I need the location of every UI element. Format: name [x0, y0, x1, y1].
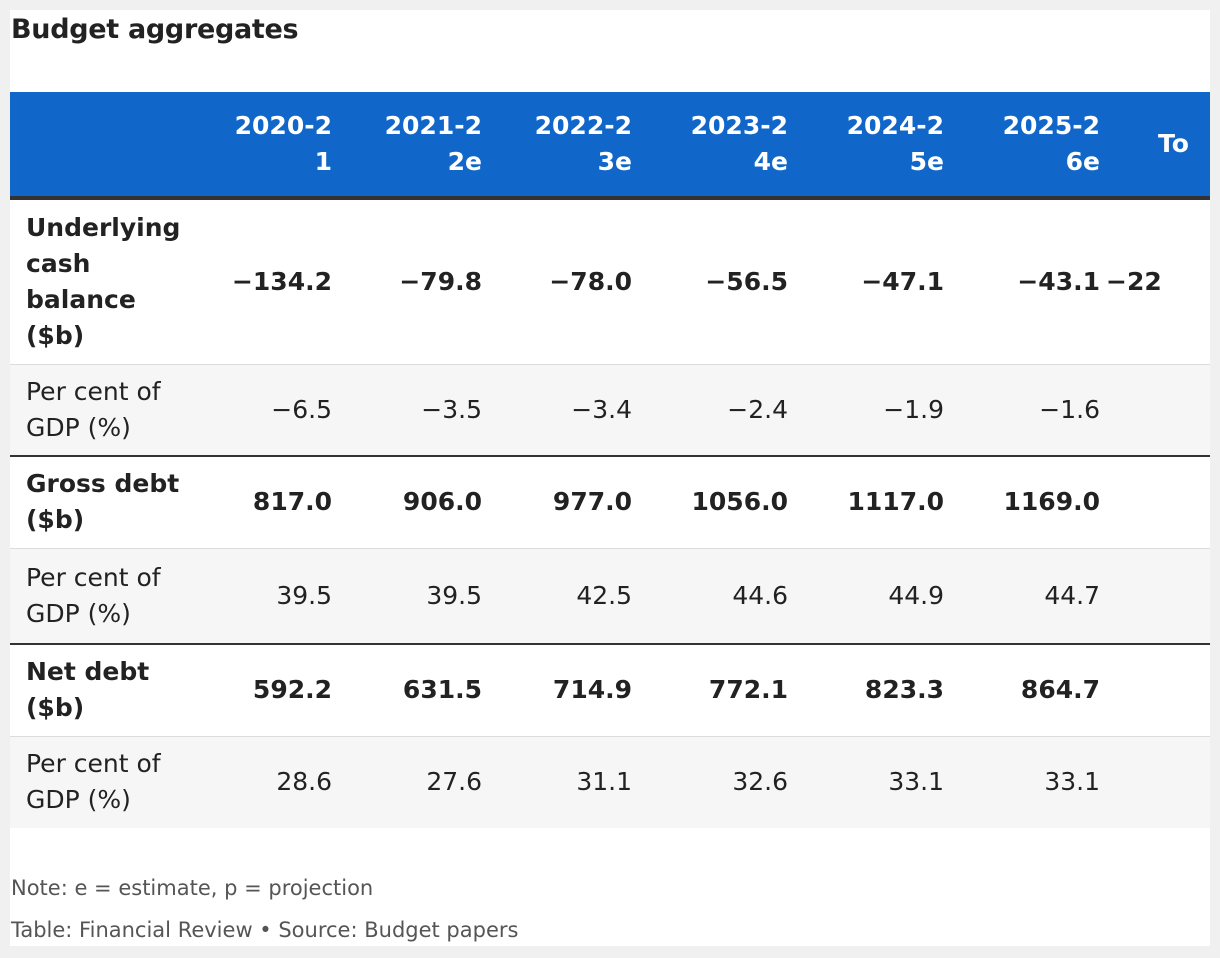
table-cell: 31.1: [482, 736, 632, 828]
table-scroll-area[interactable]: 2020-21 2021-22e 2022-23e 2023-24e 2024-…: [10, 92, 1210, 834]
table-row: Gross debt ($b) 817.0 906.0 977.0 1056.0…: [10, 456, 1210, 548]
column-header-2023-24e: 2023-24e: [632, 92, 788, 200]
row-label: Gross debt ($b): [10, 456, 212, 548]
table-cell: [1100, 456, 1210, 548]
table-cell: −43.1: [944, 198, 1100, 364]
table-cell: [1100, 736, 1210, 828]
table-row: Per cent of GDP (%) 39.5 39.5 42.5 44.6 …: [10, 548, 1210, 644]
table-source: Table: Financial Review • Source: Budget…: [11, 918, 519, 942]
table-cell: 27.6: [332, 736, 482, 828]
table-cell: −2.4: [632, 364, 788, 456]
table-cell: 32.6: [632, 736, 788, 828]
table-cell: 33.1: [788, 736, 944, 828]
table-cell: 42.5: [482, 548, 632, 644]
table-cell: 977.0: [482, 456, 632, 548]
table-row: Underlying cash balance ($b) −134.2 −79.…: [10, 198, 1210, 364]
table-cell: [1100, 644, 1210, 736]
table-cell: −3.4: [482, 364, 632, 456]
table-cell: 714.9: [482, 644, 632, 736]
table-cell: 592.2: [212, 644, 332, 736]
row-label: Per cent of GDP (%): [10, 364, 212, 456]
column-header-total: To: [1100, 92, 1210, 200]
table-cell: 33.1: [944, 736, 1100, 828]
table-cell: −6.5: [212, 364, 332, 456]
table-cell: −56.5: [632, 198, 788, 364]
table-cell: 44.6: [632, 548, 788, 644]
table-cell: 1117.0: [788, 456, 944, 548]
table-header-row: 2020-21 2021-22e 2022-23e 2023-24e 2024-…: [10, 92, 1210, 200]
column-header-label: [10, 92, 212, 200]
table-cell: −22: [1100, 198, 1210, 364]
table-cell: 28.6: [212, 736, 332, 828]
row-label: Net debt ($b): [10, 644, 212, 736]
table-cell: 44.9: [788, 548, 944, 644]
row-label: Per cent of GDP (%): [10, 548, 212, 644]
column-header-2020-21: 2020-21: [212, 92, 332, 200]
row-label: Per cent of GDP (%): [10, 736, 212, 828]
table-cell: −134.2: [212, 198, 332, 364]
table-cell: 39.5: [212, 548, 332, 644]
table-cell: [1100, 548, 1210, 644]
table-cell: −1.6: [944, 364, 1100, 456]
table-row: Per cent of GDP (%) −6.5 −3.5 −3.4 −2.4 …: [10, 364, 1210, 456]
chart-title: Budget aggregates: [11, 14, 299, 45]
column-header-2024-25e: 2024-25e: [788, 92, 944, 200]
table-cell: 817.0: [212, 456, 332, 548]
table-cell: 631.5: [332, 644, 482, 736]
table-cell: 1056.0: [632, 456, 788, 548]
chart-card: Budget aggregates 2020-21 2021-22e 2022-…: [10, 10, 1210, 946]
table-cell: 823.3: [788, 644, 944, 736]
table-cell: 44.7: [944, 548, 1100, 644]
row-label: Underlying cash balance ($b): [10, 198, 212, 364]
table-cell: 39.5: [332, 548, 482, 644]
table-cell: −1.9: [788, 364, 944, 456]
table-cell: 1169.0: [944, 456, 1100, 548]
table-cell: 864.7: [944, 644, 1100, 736]
table-cell: [1100, 364, 1210, 456]
table-cell: −79.8: [332, 198, 482, 364]
table-cell: −47.1: [788, 198, 944, 364]
column-header-2022-23e: 2022-23e: [482, 92, 632, 200]
table-cell: −78.0: [482, 198, 632, 364]
table-note: Note: e = estimate, p = projection: [11, 876, 374, 900]
table-cell: 906.0: [332, 456, 482, 548]
table-cell: 772.1: [632, 644, 788, 736]
column-header-2021-22e: 2021-22e: [332, 92, 482, 200]
table-row: Net debt ($b) 592.2 631.5 714.9 772.1 82…: [10, 644, 1210, 736]
column-header-2025-26e: 2025-26e: [944, 92, 1100, 200]
table-cell: −3.5: [332, 364, 482, 456]
table-row: Per cent of GDP (%) 28.6 27.6 31.1 32.6 …: [10, 736, 1210, 828]
budget-table: 2020-21 2021-22e 2022-23e 2023-24e 2024-…: [10, 92, 1210, 828]
